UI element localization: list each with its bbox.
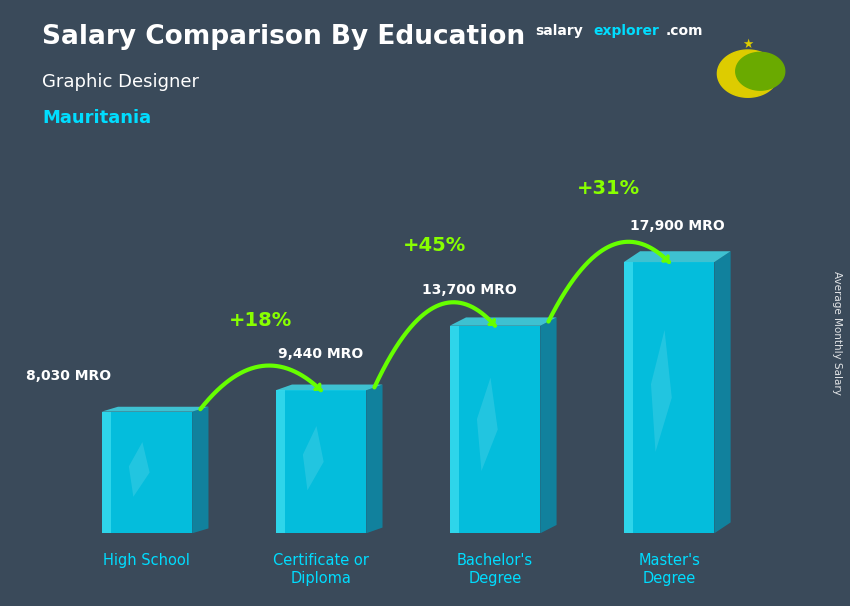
Text: explorer: explorer [593, 24, 659, 38]
Polygon shape [450, 326, 541, 533]
Polygon shape [624, 262, 714, 533]
Text: Graphic Designer: Graphic Designer [42, 73, 200, 91]
Text: Bachelor's
Degree: Bachelor's Degree [457, 553, 533, 585]
Polygon shape [275, 390, 285, 533]
Text: Master's
Degree: Master's Degree [638, 553, 700, 585]
Polygon shape [541, 318, 557, 533]
Polygon shape [717, 50, 779, 97]
Polygon shape [450, 326, 459, 533]
Polygon shape [736, 52, 785, 90]
Text: 13,700 MRO: 13,700 MRO [422, 282, 516, 297]
Text: salary: salary [536, 24, 583, 38]
Text: 17,900 MRO: 17,900 MRO [631, 219, 725, 233]
Polygon shape [714, 251, 731, 533]
Polygon shape [303, 426, 324, 490]
Polygon shape [450, 318, 557, 326]
Polygon shape [477, 378, 498, 471]
Text: Salary Comparison By Education: Salary Comparison By Education [42, 24, 525, 50]
Polygon shape [102, 411, 192, 533]
Text: +31%: +31% [577, 179, 640, 199]
Text: ★: ★ [742, 38, 754, 51]
Text: 9,440 MRO: 9,440 MRO [278, 347, 364, 361]
Text: Average Monthly Salary: Average Monthly Salary [832, 271, 842, 395]
Text: Certificate or
Diploma: Certificate or Diploma [273, 553, 369, 585]
Text: +18%: +18% [229, 311, 292, 330]
Text: Mauritania: Mauritania [42, 109, 151, 127]
Polygon shape [102, 407, 208, 411]
Polygon shape [624, 251, 731, 262]
Text: 8,030 MRO: 8,030 MRO [26, 368, 111, 382]
Polygon shape [192, 407, 208, 533]
Polygon shape [275, 390, 366, 533]
Polygon shape [651, 330, 672, 452]
Polygon shape [129, 442, 150, 497]
Polygon shape [366, 385, 383, 533]
Polygon shape [624, 262, 633, 533]
Polygon shape [102, 411, 110, 533]
Polygon shape [275, 385, 382, 390]
Text: High School: High School [104, 553, 190, 568]
Text: .com: .com [666, 24, 703, 38]
Text: +45%: +45% [403, 236, 467, 255]
